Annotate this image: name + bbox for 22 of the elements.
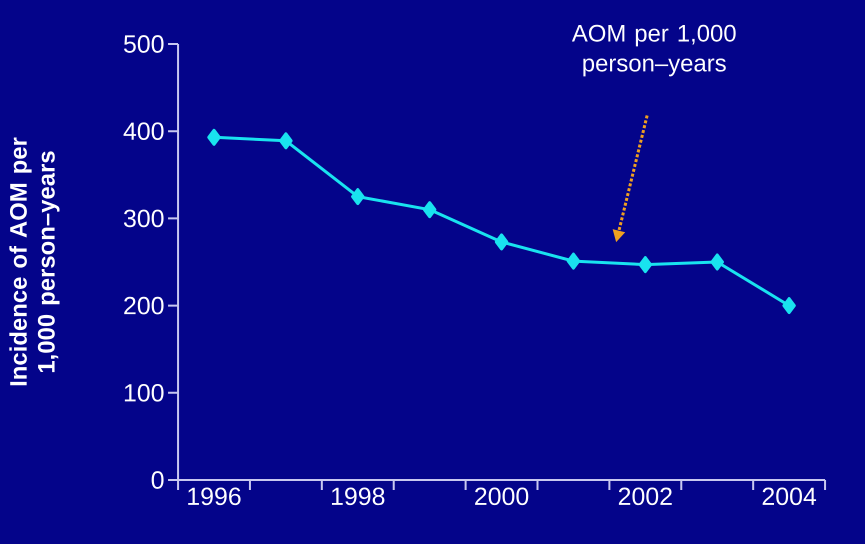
x-tick-label: 2004 bbox=[762, 488, 816, 506]
y-tick-label: 300 bbox=[124, 210, 164, 228]
point bbox=[207, 128, 221, 146]
point bbox=[566, 252, 580, 270]
y-tick-label: 200 bbox=[124, 296, 164, 314]
point bbox=[494, 233, 508, 250]
y-axis-title: Incidence of AOM per 1,000 person–years bbox=[9, 138, 60, 386]
point bbox=[782, 297, 796, 314]
y-tick-label: 100 bbox=[124, 384, 164, 402]
annotation: AOM per 1,000 person–years bbox=[572, 24, 736, 76]
y-tick-label: 400 bbox=[124, 122, 164, 140]
y-tick-label: 0 bbox=[152, 471, 164, 489]
x-tick-label: 1996 bbox=[188, 488, 241, 506]
x-tick-label: 2002 bbox=[618, 488, 672, 506]
point bbox=[710, 254, 724, 270]
x-tick-label: 2000 bbox=[475, 488, 528, 506]
point bbox=[279, 132, 293, 150]
point bbox=[351, 188, 365, 206]
point bbox=[422, 201, 436, 218]
point bbox=[638, 256, 652, 274]
x-tick-label: 1998 bbox=[332, 488, 384, 506]
y-tick-label: 500 bbox=[124, 35, 164, 53]
